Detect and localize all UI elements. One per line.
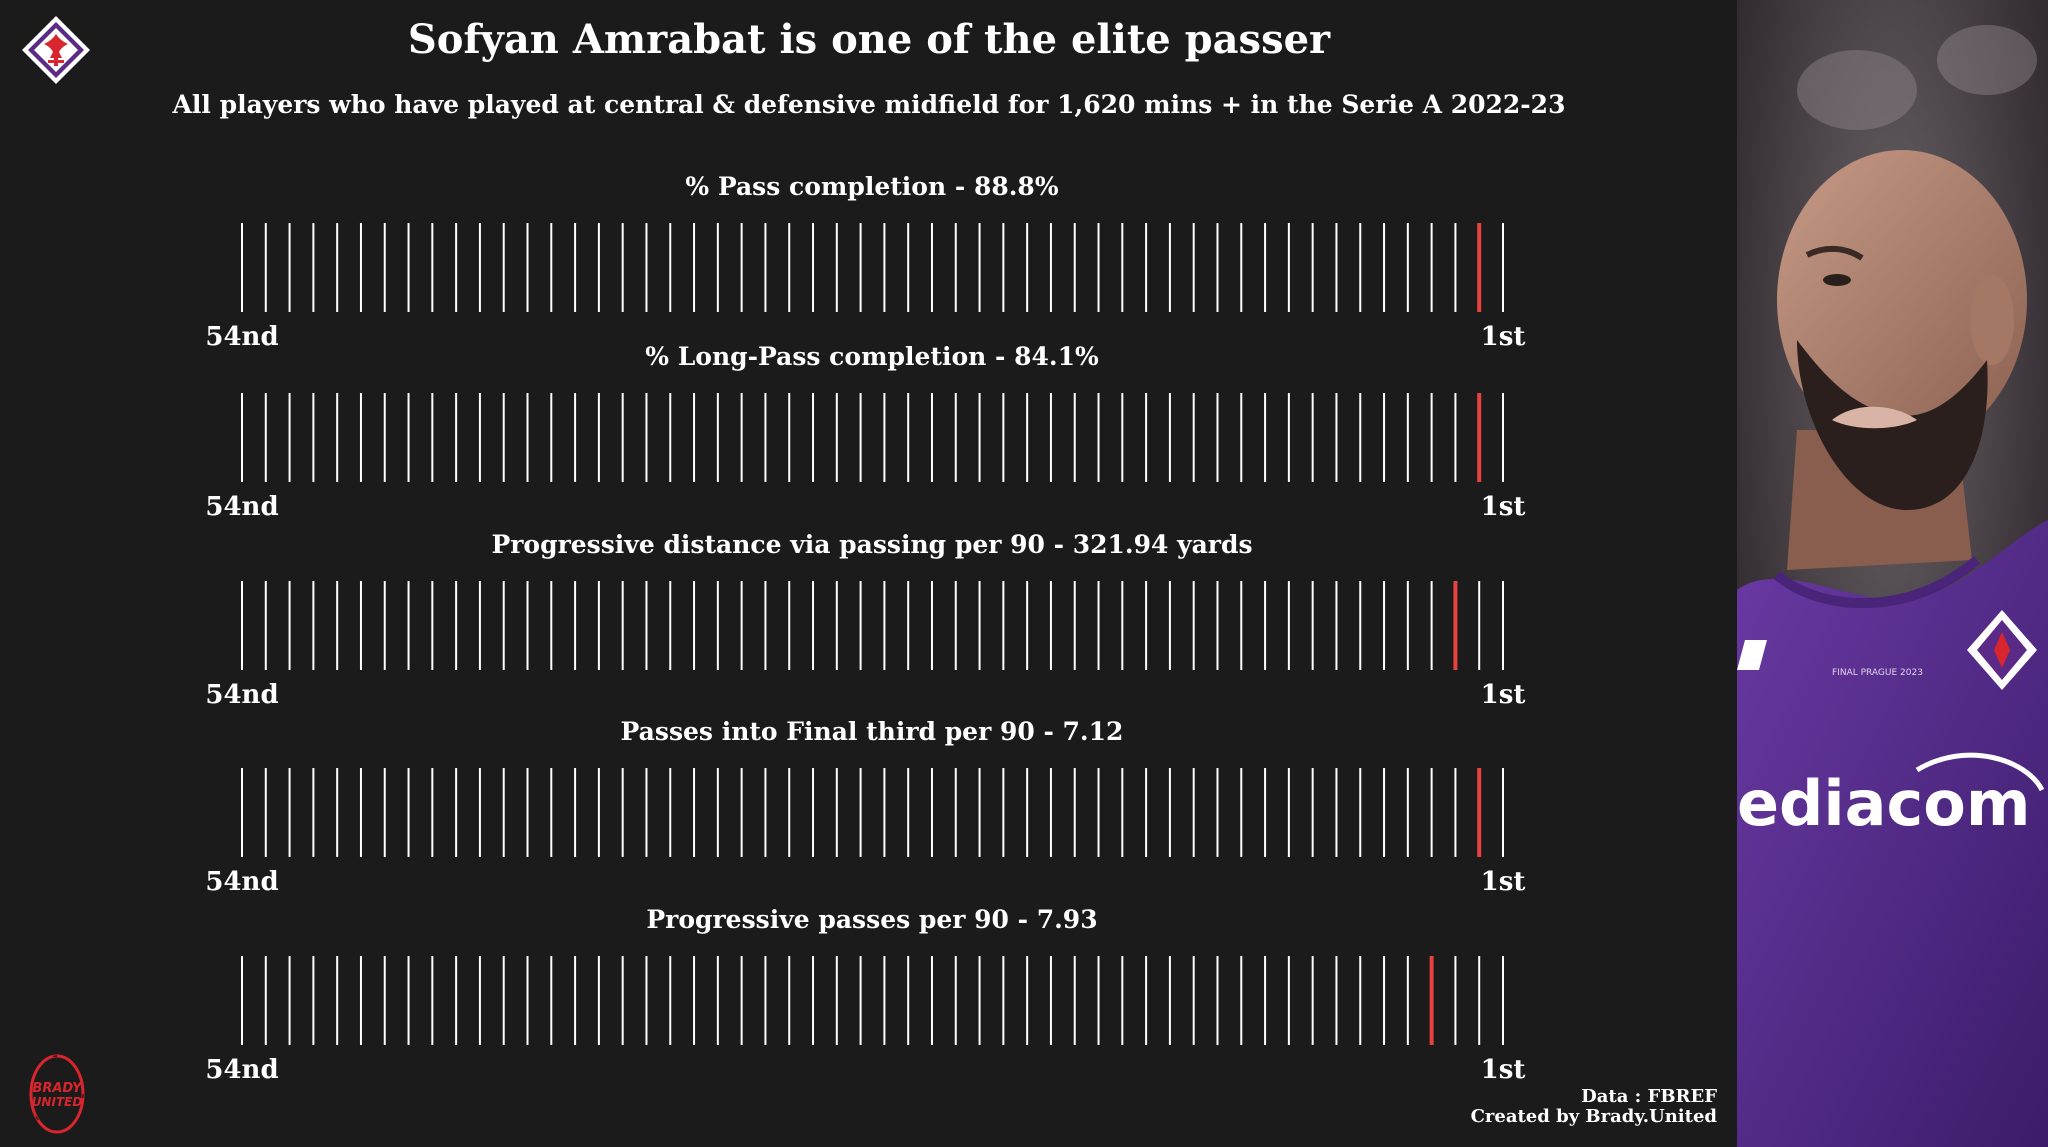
- rank-label-last: 54nd: [205, 322, 278, 352]
- creator-credit: Created by Brady.United: [1471, 1106, 1718, 1127]
- rank-label-first: 1st: [1481, 867, 1526, 897]
- chart-title: Sofyan Amrabat is one of the elite passe…: [408, 16, 1331, 63]
- panel-title: Passes into Final third per 90 - 7.12: [621, 717, 1124, 746]
- brady-united-logo-icon: BRADY UNITED: [29, 1054, 85, 1134]
- svg-text:FINAL PRAGUE 2023: FINAL PRAGUE 2023: [1832, 668, 1923, 678]
- rank-label-first: 1st: [1481, 680, 1526, 710]
- svg-text:BRADY: BRADY: [32, 1081, 83, 1096]
- panel-title: % Long-Pass completion - 84.1%: [645, 342, 1099, 371]
- rank-label-last: 54nd: [205, 680, 278, 710]
- rank-label-last: 54nd: [205, 492, 278, 522]
- ranking-panel: % Long-Pass completion - 84.1% 54nd 1st: [205, 342, 1525, 522]
- ranking-panel: Progressive passes per 90 - 7.93 54nd 1st: [205, 905, 1525, 1085]
- panel-title: Progressive passes per 90 - 7.93: [646, 905, 1097, 934]
- rank-label-first: 1st: [1481, 1055, 1526, 1085]
- ranking-panel: Passes into Final third per 90 - 7.12 54n…: [205, 717, 1525, 897]
- svg-text:ediacom: ediacom: [1737, 767, 2030, 840]
- data-source-note: Data : FBREF: [1581, 1086, 1717, 1107]
- rank-label-last: 54nd: [205, 867, 278, 897]
- ranking-panel: % Pass completion - 88.8% 54nd 1st: [205, 172, 1525, 352]
- svg-text:UNITED: UNITED: [32, 1095, 83, 1109]
- ranking-panel: Progressive distance via passing per 90 …: [205, 530, 1525, 710]
- fiorentina-crest-icon: [22, 16, 90, 84]
- rank-label-last: 54nd: [205, 1055, 278, 1085]
- panel-title: % Pass completion - 88.8%: [685, 172, 1058, 201]
- chart-subtitle: All players who have played at central &…: [172, 90, 1566, 119]
- ranking-panels: % Pass completion - 88.8%54nd 1st% Long-P…: [205, 172, 1525, 1085]
- player-photo: ediacom FINAL PRAGUE 2023: [1737, 0, 2048, 1147]
- rank-label-first: 1st: [1481, 492, 1526, 522]
- rank-label-first: 1st: [1481, 322, 1526, 352]
- panel-title: Progressive distance via passing per 90 …: [491, 530, 1252, 559]
